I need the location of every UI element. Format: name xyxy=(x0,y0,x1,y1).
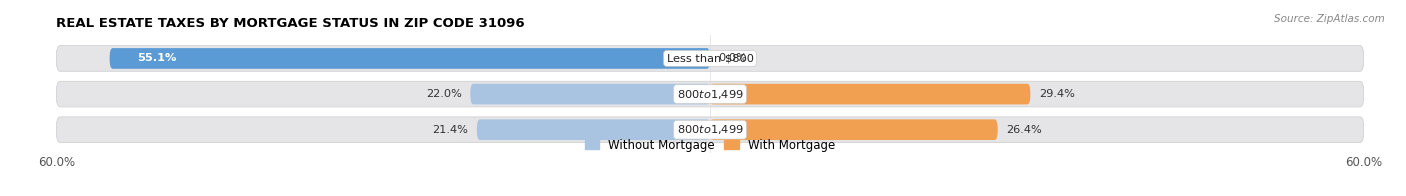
FancyBboxPatch shape xyxy=(110,48,710,69)
FancyBboxPatch shape xyxy=(477,119,710,140)
Text: 55.1%: 55.1% xyxy=(136,54,176,64)
FancyBboxPatch shape xyxy=(56,81,1364,107)
FancyBboxPatch shape xyxy=(710,84,1031,104)
Text: 21.4%: 21.4% xyxy=(432,125,468,135)
Text: Less than $800: Less than $800 xyxy=(666,54,754,64)
FancyBboxPatch shape xyxy=(710,119,998,140)
Text: Source: ZipAtlas.com: Source: ZipAtlas.com xyxy=(1274,14,1385,24)
Text: REAL ESTATE TAXES BY MORTGAGE STATUS IN ZIP CODE 31096: REAL ESTATE TAXES BY MORTGAGE STATUS IN … xyxy=(56,17,524,30)
FancyBboxPatch shape xyxy=(56,117,1364,142)
FancyBboxPatch shape xyxy=(470,84,710,104)
Text: 0.0%: 0.0% xyxy=(718,54,748,64)
FancyBboxPatch shape xyxy=(56,46,1364,71)
Text: $800 to $1,499: $800 to $1,499 xyxy=(676,123,744,136)
Legend: Without Mortgage, With Mortgage: Without Mortgage, With Mortgage xyxy=(581,134,839,156)
Text: 22.0%: 22.0% xyxy=(426,89,461,99)
Text: $800 to $1,499: $800 to $1,499 xyxy=(676,88,744,101)
Text: 29.4%: 29.4% xyxy=(1039,89,1076,99)
Text: 26.4%: 26.4% xyxy=(1007,125,1042,135)
